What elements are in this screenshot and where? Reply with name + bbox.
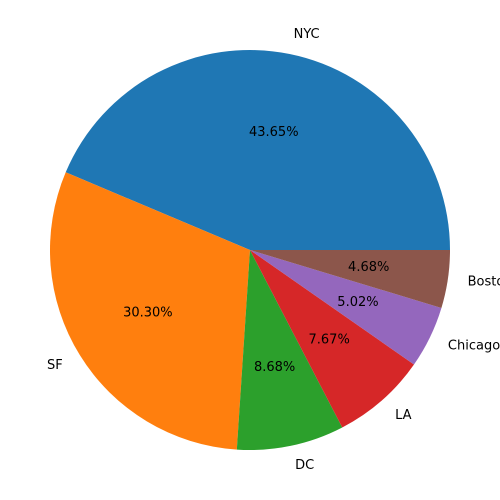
percent-label-nyc: 43.65% — [249, 125, 299, 140]
percent-label-sf: 30.30% — [123, 306, 173, 321]
category-label-la: LA — [395, 408, 412, 423]
pie-slice-chicago — [250, 250, 442, 365]
percent-label-boston: 4.68% — [348, 260, 389, 275]
percent-label-dc: 8.68% — [254, 360, 295, 375]
percent-label-la: 7.67% — [309, 333, 350, 348]
category-label-chicago: Chicago — [448, 339, 500, 354]
category-label-sf: SF — [47, 358, 63, 373]
pie-slice-la — [250, 250, 414, 428]
category-label-dc: DC — [295, 458, 314, 473]
pie-slice-sf — [50, 172, 250, 450]
pie-slice-nyc — [65, 50, 451, 250]
percent-label-chicago: 5.02% — [337, 295, 378, 310]
pie-slice-boston — [250, 250, 450, 308]
slices-group — [50, 50, 451, 450]
labels-group: NYC 43.65% SF 30.30% DC 8.68% LA 7.67% Chicago 5.… — [47, 27, 500, 473]
pie-slice-dc — [236, 250, 343, 450]
category-label-boston: Boston — [468, 275, 500, 290]
category-label-nyc: NYC — [294, 27, 320, 42]
